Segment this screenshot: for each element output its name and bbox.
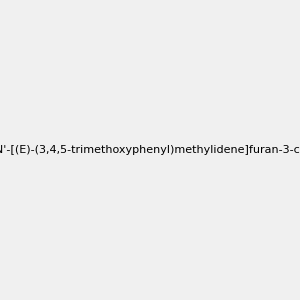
Text: 2,5-dimethyl-N'-[(E)-(3,4,5-trimethoxyphenyl)methylidene]furan-3-carbohydrazide: 2,5-dimethyl-N'-[(E)-(3,4,5-trimethoxyph… (0, 145, 300, 155)
